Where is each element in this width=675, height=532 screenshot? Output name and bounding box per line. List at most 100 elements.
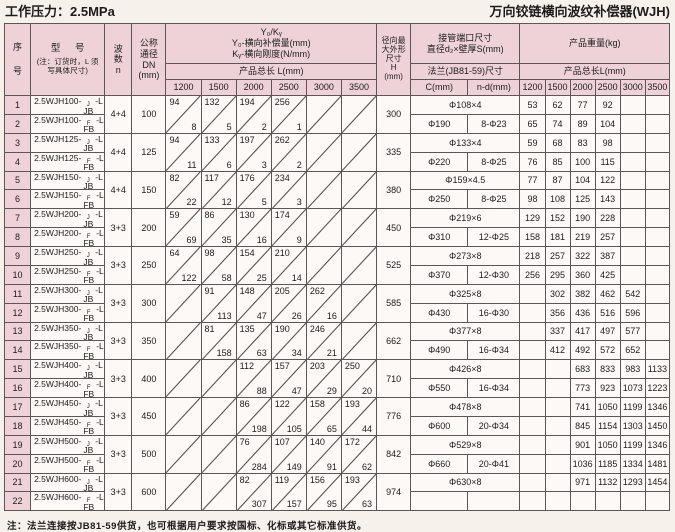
yk-cell: 157 47 xyxy=(270,359,307,398)
flange-nd-cell: 8-Φ25 xyxy=(467,151,521,172)
y-offset-value: 176 xyxy=(239,172,255,183)
length-tick: 2000 xyxy=(235,79,272,96)
model-suffix: -L xyxy=(95,473,103,484)
model-variant-stack: F FB xyxy=(83,197,94,208)
weight-cell: 219 xyxy=(569,227,596,247)
model-suffix: -L xyxy=(96,265,104,276)
length-tick: 1500 xyxy=(544,79,571,96)
flange-c-cell: Φ490 xyxy=(410,340,469,361)
weight-cell xyxy=(519,302,546,323)
weight-cell: 382 xyxy=(569,283,596,304)
yk-cell: 250 20 xyxy=(340,359,378,398)
yk-cell xyxy=(200,359,237,398)
weight-cell xyxy=(544,434,571,455)
flange-c-cell xyxy=(410,491,469,512)
model-prefix: 2.5WJH300- xyxy=(34,303,82,314)
flange-nd-cell xyxy=(467,491,521,512)
model-prefix: 2.5WJH100- xyxy=(34,114,82,125)
weight-cell: 901 xyxy=(569,434,596,455)
yk-cell xyxy=(165,397,202,436)
table-row: 21 2.5WJH600- J JB -L 3+3 600 82 307 119 157 156 95 1… xyxy=(3,472,671,512)
diagonal-line xyxy=(166,285,200,322)
weight-cell: 652 xyxy=(619,340,646,361)
weight-cell: 1050 xyxy=(594,434,621,455)
model-suffix: -L xyxy=(95,322,103,333)
diagonal-line xyxy=(342,398,376,435)
yk-cell: 94 11 xyxy=(165,132,202,172)
flange-nd-cell: 8-Φ25 xyxy=(467,189,521,210)
diagonal-line xyxy=(166,209,200,246)
length-tick: 3500 xyxy=(644,79,671,96)
seq-cell: 8 xyxy=(3,227,32,247)
col-header-c: C(mm) xyxy=(410,79,469,96)
seq-cell: 16 xyxy=(3,378,32,398)
yk-cell: 262 16 xyxy=(305,283,342,323)
y-offset-value: 86 xyxy=(239,399,250,409)
weight-cell: 971 xyxy=(569,472,596,493)
model-variant-mid: FB xyxy=(83,237,95,247)
model-prefix: 2.5WJH125- xyxy=(34,152,82,163)
diagonal-line xyxy=(272,360,306,397)
weight-cell xyxy=(519,472,546,493)
weight-cell: 104 xyxy=(569,170,596,191)
model-cell: 2.5WJH450- F FB -L xyxy=(30,415,106,436)
dn-cell: 250 xyxy=(131,246,167,285)
model-variant-mid: FB xyxy=(83,124,95,134)
model-variant-sup: J xyxy=(86,139,90,146)
length-tick: 3000 xyxy=(619,79,646,96)
yk-cell: 117 12 xyxy=(200,170,237,210)
weight-cell: 425 xyxy=(594,264,621,285)
model-suffix: -L xyxy=(95,247,103,257)
h-dim-cell: 710 xyxy=(376,359,412,398)
weight-cell: 356 xyxy=(544,302,571,323)
diagonal-line xyxy=(202,134,236,171)
weight-cell: 152 xyxy=(544,208,571,229)
diagonal-line xyxy=(166,398,200,435)
diagonal-line xyxy=(307,134,341,171)
weight-cell xyxy=(619,189,646,210)
model-variant-sup: J xyxy=(86,328,90,335)
diagonal-line xyxy=(272,247,306,284)
weight-cell xyxy=(619,95,646,115)
model-prefix: 2.5WJH450- xyxy=(34,416,82,427)
seq-cell: 2 xyxy=(3,113,32,134)
y-offset-value: 193 xyxy=(344,474,360,485)
y-offset-value: 158 xyxy=(309,399,325,409)
model-cell: 2.5WJH400- J JB -L xyxy=(30,359,106,380)
y-offset-value: 94 xyxy=(169,97,180,107)
y-offset-value: 197 xyxy=(239,134,255,145)
weight-cell xyxy=(644,132,671,153)
weight-cell xyxy=(544,453,571,474)
weight-cell xyxy=(544,415,571,436)
model-suffix: -L xyxy=(95,360,103,371)
seq-cell: 4 xyxy=(3,151,32,172)
length-tick: 1500 xyxy=(200,79,237,96)
model-variant-mid: JB xyxy=(83,369,94,379)
model-variant-stack: F FB xyxy=(83,423,94,434)
y-offset-value: 94 xyxy=(169,134,180,145)
h-dim-cell: 300 xyxy=(376,95,412,134)
y-offset-value: 193 xyxy=(344,399,360,409)
table-row: 16 2.5WJH400- F FB -L Φ550 16-Φ34 773 923 1073 122… xyxy=(3,378,671,398)
model-cell: 2.5WJH200- F FB -L xyxy=(30,227,106,247)
diagonal-line xyxy=(307,360,341,397)
length-tick: 1200 xyxy=(519,79,546,96)
diagonal-line xyxy=(166,474,200,511)
k-stiffness-value: 88 xyxy=(256,386,267,396)
h-dim-cell: 662 xyxy=(376,321,412,361)
y-offset-value: 154 xyxy=(239,248,255,258)
y-offset-value: 205 xyxy=(274,285,290,296)
pipe-size-cell: Φ630×8 xyxy=(410,472,521,493)
weight-cell xyxy=(644,208,671,229)
model-variant-mid: FB xyxy=(83,275,95,285)
weight-cell xyxy=(619,208,646,229)
weight-cell xyxy=(644,340,671,361)
y-offset-value: 234 xyxy=(274,172,290,183)
k-stiffness-value: 284 xyxy=(251,461,267,472)
model-suffix: -L xyxy=(95,284,103,295)
table-row: 1 2.5WJH100- J JB -L 4+4 100 94 8 132 5 194 2 256 1 300… xyxy=(3,95,671,134)
y-offset-value: 117 xyxy=(204,172,219,183)
weight-cell xyxy=(519,378,546,398)
dn-cell: 100 xyxy=(131,95,167,134)
weight-cell: 1185 xyxy=(594,453,621,474)
